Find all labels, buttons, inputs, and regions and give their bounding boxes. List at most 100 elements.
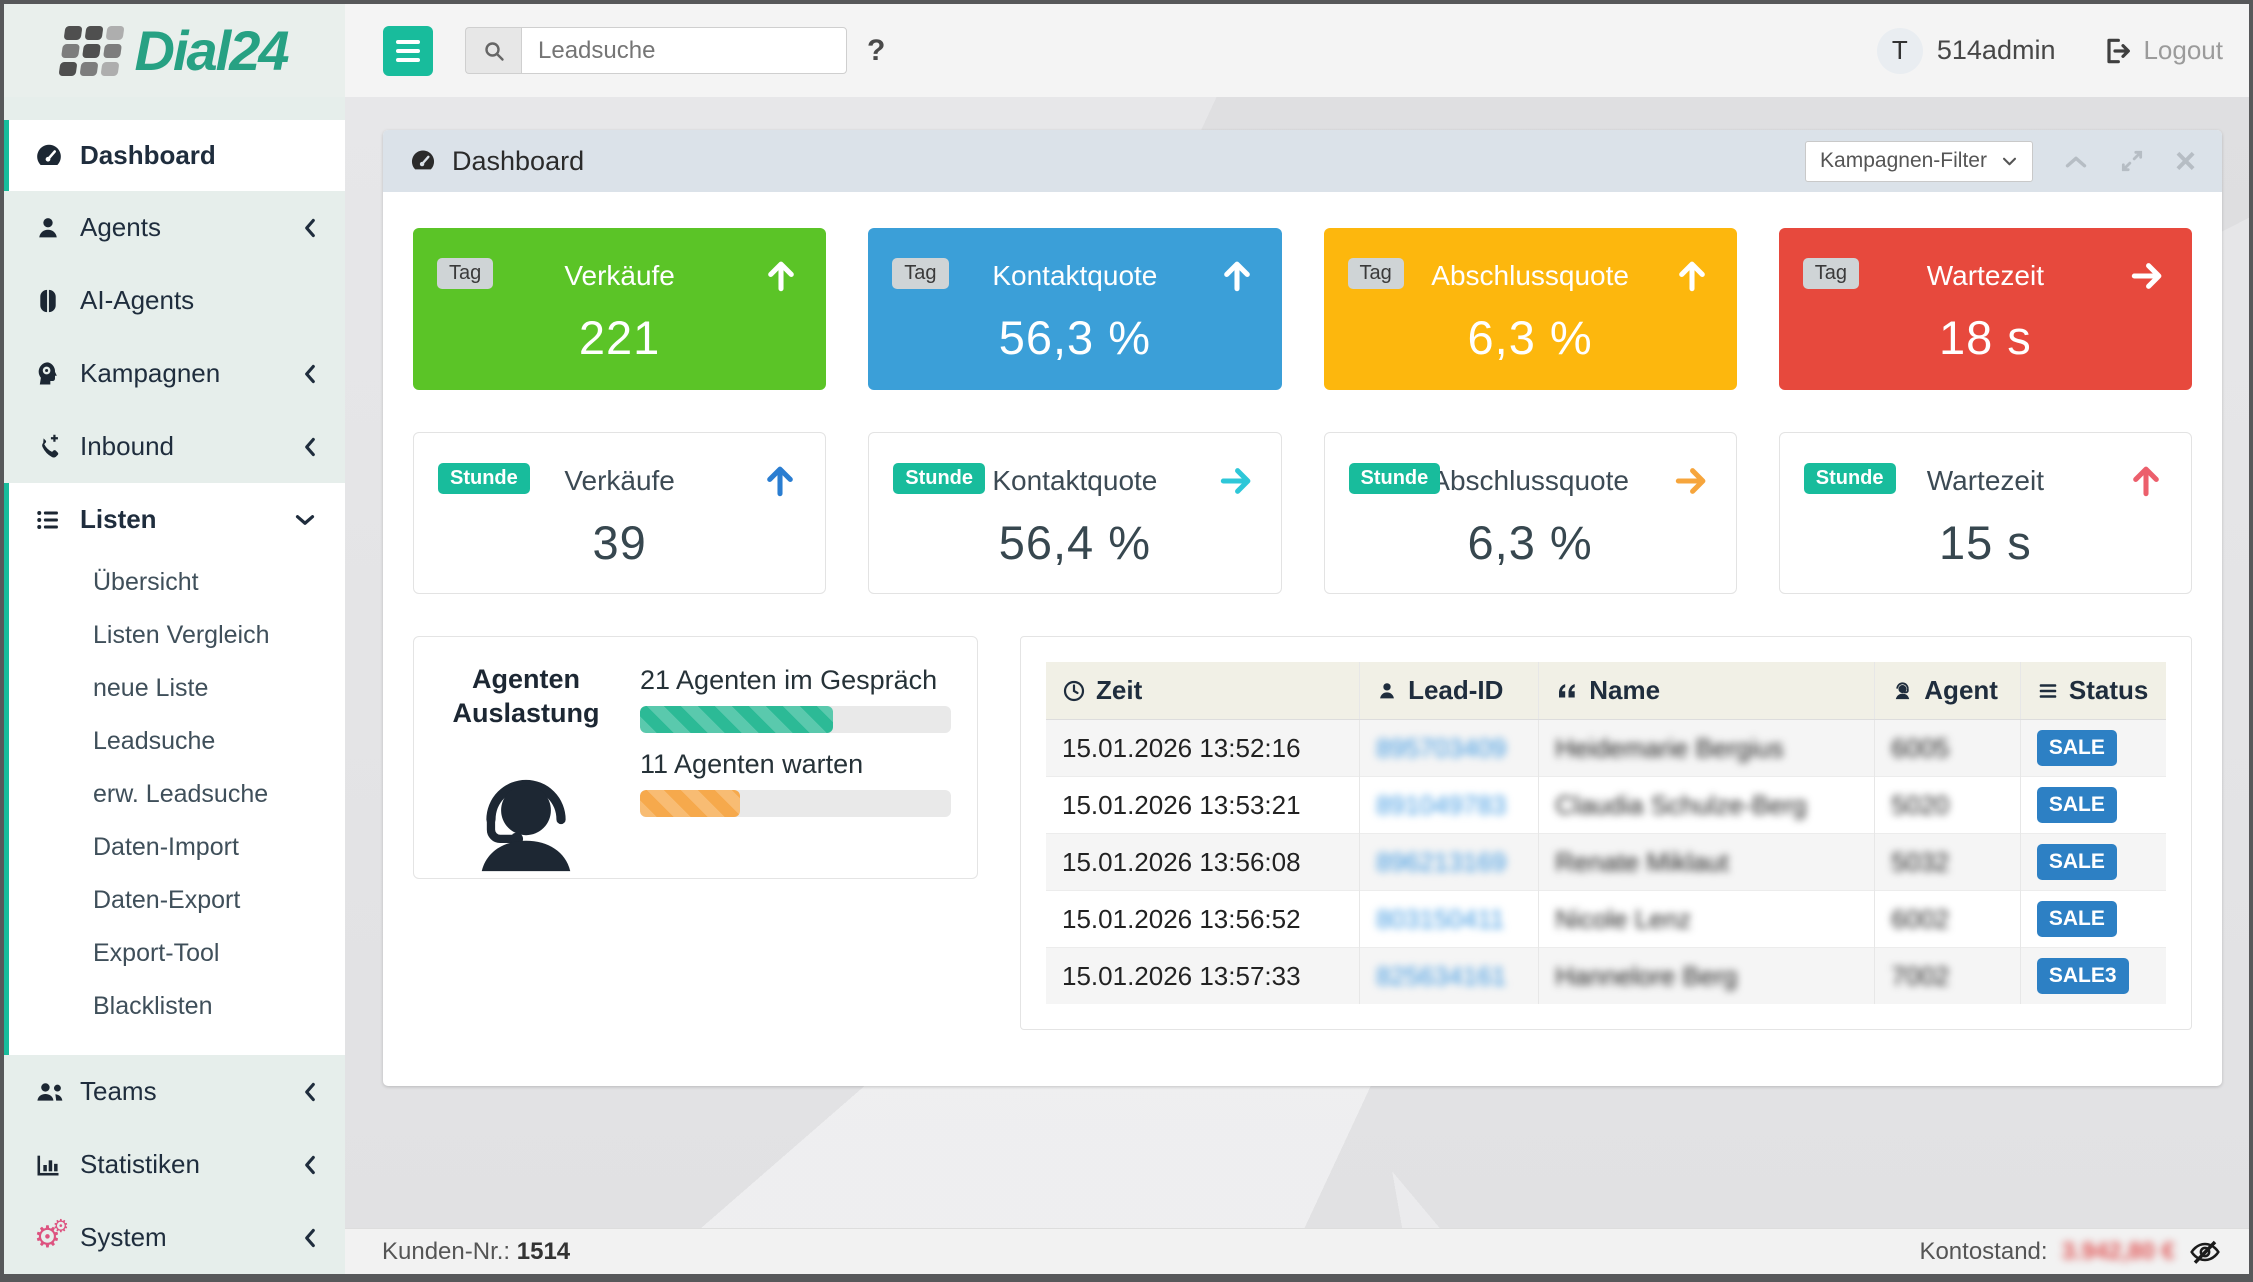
- period-badge: Tag: [437, 258, 494, 289]
- user-menu[interactable]: T 514admin: [1876, 27, 2056, 74]
- lead-id-link[interactable]: 896213169: [1376, 846, 1507, 877]
- close-panel-icon[interactable]: ×: [2174, 140, 2196, 181]
- sidebar-item-label: Inbound: [80, 431, 174, 461]
- cell-zeit: 15.01.2026 13:56:52: [1062, 903, 1301, 934]
- agents-utilization-title: Agenten Auslastung: [452, 664, 600, 728]
- sidebar-subitem-daten-export[interactable]: Daten-Export: [93, 886, 241, 914]
- sales-table: Zeit Lead-ID: [1046, 662, 2166, 1004]
- cell-lead-id: 891049783: [1359, 776, 1539, 834]
- lead-id-link[interactable]: 895703409: [1376, 732, 1507, 763]
- period-badge: Stunde: [1803, 463, 1896, 494]
- kpi-value: 18 s: [1938, 311, 2032, 364]
- logout-label: Logout: [2143, 35, 2223, 65]
- lead-id-link[interactable]: 825634161: [1376, 960, 1507, 991]
- sidebar-item-dashboard[interactable]: Dashboard: [4, 120, 345, 191]
- trend-up-icon: [1218, 257, 1256, 295]
- chevron-down-icon: [2001, 156, 2018, 167]
- sidebar-item-label: Teams: [80, 1076, 157, 1106]
- customer-number: Kunden-Nr.: 1514: [382, 1237, 571, 1265]
- cell-status: SALE3: [2019, 947, 2166, 1004]
- col-header-zeit: Zeit: [1046, 662, 1360, 720]
- logo-dots-icon: [57, 25, 125, 76]
- topbar-main: ? T 514admin Logout: [345, 4, 2249, 97]
- username: 514admin: [1936, 35, 2056, 65]
- cell-name: Nicole Lenz: [1538, 890, 1875, 948]
- sidebar-subitem-listen-vergleich[interactable]: Listen Vergleich: [93, 621, 270, 649]
- sidebar-item-system[interactable]: ⚙ ⚙ System: [4, 1201, 345, 1274]
- collapse-panel-icon[interactable]: [2063, 153, 2089, 170]
- sidebar: Dashboard Agents AI-Agents: [4, 97, 345, 1274]
- avatar: T: [1876, 27, 1923, 74]
- kpi-value: 221: [578, 311, 661, 364]
- agents-waiting-progress: [640, 790, 951, 817]
- sidebar-subitem-daten-import[interactable]: Daten-Import: [93, 833, 239, 861]
- kpi-card-stunde-abschlussquote: Stunde Abschlussquote 6,3 %: [1323, 432, 1737, 594]
- kpi-title: Verkäufe: [564, 260, 675, 291]
- table-row: 15.01.2026 13:52:16 895703409 Heidemarie…: [1046, 719, 2166, 777]
- menu-toggle-button[interactable]: [383, 25, 433, 76]
- cell-name: Heidemarie Bergius: [1538, 719, 1875, 777]
- period-badge: Tag: [1802, 258, 1859, 289]
- cell-zeit: 15.01.2026 13:52:16: [1062, 732, 1301, 763]
- search-icon: [465, 27, 521, 74]
- lead-id-link[interactable]: 891049783: [1376, 789, 1507, 820]
- chevron-left-icon: [302, 1153, 317, 1177]
- sidebar-item-listen[interactable]: Listen: [9, 483, 345, 556]
- kpi-value: 15 s: [1938, 516, 2032, 569]
- cell-name: Claudia Schulze-Berg: [1538, 776, 1875, 834]
- sidebar-subitem-erw-leadsuche[interactable]: erw. Leadsuche: [93, 780, 269, 808]
- period-badge: Stunde: [1348, 463, 1441, 494]
- sidebar-item-teams[interactable]: Teams: [4, 1055, 345, 1128]
- kpi-title: Kontaktquote: [992, 260, 1158, 291]
- kpi-card-tag-kontaktquote: Tag Kontaktquote 56,3 %: [868, 228, 1282, 390]
- eye-slash-icon[interactable]: [2189, 1236, 2221, 1268]
- cell-lead-id: 895703409: [1359, 719, 1539, 777]
- chevron-down-icon: [293, 512, 317, 527]
- sidebar-subitem-blacklisten[interactable]: Blacklisten: [93, 992, 213, 1020]
- sidebar-item-kampagnen[interactable]: Kampagnen: [4, 337, 345, 410]
- cell-agent: 6005: [1874, 719, 2021, 777]
- help-icon[interactable]: ?: [867, 33, 886, 67]
- sidebar-item-ai-agents[interactable]: AI-Agents: [4, 264, 345, 337]
- lead-id-link[interactable]: 803150411: [1376, 903, 1505, 934]
- sidebar-item-agents[interactable]: Agents: [4, 191, 345, 264]
- col-header-agent: Agent: [1874, 662, 2021, 720]
- sidebar-subitem-leadsuche[interactable]: Leadsuche: [93, 727, 216, 755]
- kpi-value: 6,3 %: [1467, 516, 1593, 569]
- sales-table-card: Zeit Lead-ID: [1020, 636, 2192, 1030]
- cell-status: SALE: [2019, 890, 2166, 948]
- topbar: Dial24 ? T 514admin Logout: [4, 4, 2249, 97]
- trend-up-icon: [762, 257, 800, 295]
- gauge-icon: [34, 141, 80, 171]
- chevron-left-icon: [302, 1080, 317, 1104]
- agents-on-call-progress: [640, 706, 951, 733]
- trend-right-icon: [1217, 462, 1255, 500]
- col-header-lead-id: Lead-ID: [1359, 662, 1539, 720]
- sidebar-subitem-neue-liste[interactable]: neue Liste: [93, 674, 209, 702]
- period-badge: Stunde: [438, 463, 530, 494]
- period-badge: Tag: [892, 258, 949, 289]
- sidebar-item-statistiken[interactable]: Statistiken: [4, 1128, 345, 1201]
- search-input[interactable]: [521, 27, 847, 74]
- expand-panel-icon[interactable]: [2119, 148, 2145, 174]
- user-icon: [34, 214, 80, 242]
- sidebar-item-inbound[interactable]: Inbound: [4, 410, 345, 483]
- kampagnen-filter-select[interactable]: Kampagnen-Filter: [1805, 140, 2033, 182]
- sidebar-subitem-export-tool[interactable]: Export-Tool: [93, 939, 220, 967]
- progress-fill: [640, 790, 740, 817]
- main-content: Dashboard Kampagnen-Filter: [345, 97, 2249, 1228]
- cell-status: SALE: [2019, 719, 2166, 777]
- status-badge: SALE: [2036, 730, 2117, 766]
- sidebar-subitem-uebersicht[interactable]: Übersicht: [93, 568, 199, 596]
- kpi-title: Verkäufe: [564, 465, 675, 496]
- logout-button[interactable]: Logout: [2101, 35, 2223, 67]
- users-icon: [34, 1078, 80, 1106]
- period-badge: Stunde: [893, 463, 986, 494]
- sidebar-item-label: Kampagnen: [80, 358, 221, 388]
- cell-zeit: 15.01.2026 13:56:08: [1062, 846, 1301, 877]
- cell-lead-id: 803150411: [1359, 890, 1539, 948]
- campaign-head-icon: [34, 360, 80, 388]
- cell-lead-id: 825634161: [1359, 947, 1539, 1004]
- kpi-row-day: Tag Verkäufe 221 Tag Kontaktquote: [413, 228, 2192, 390]
